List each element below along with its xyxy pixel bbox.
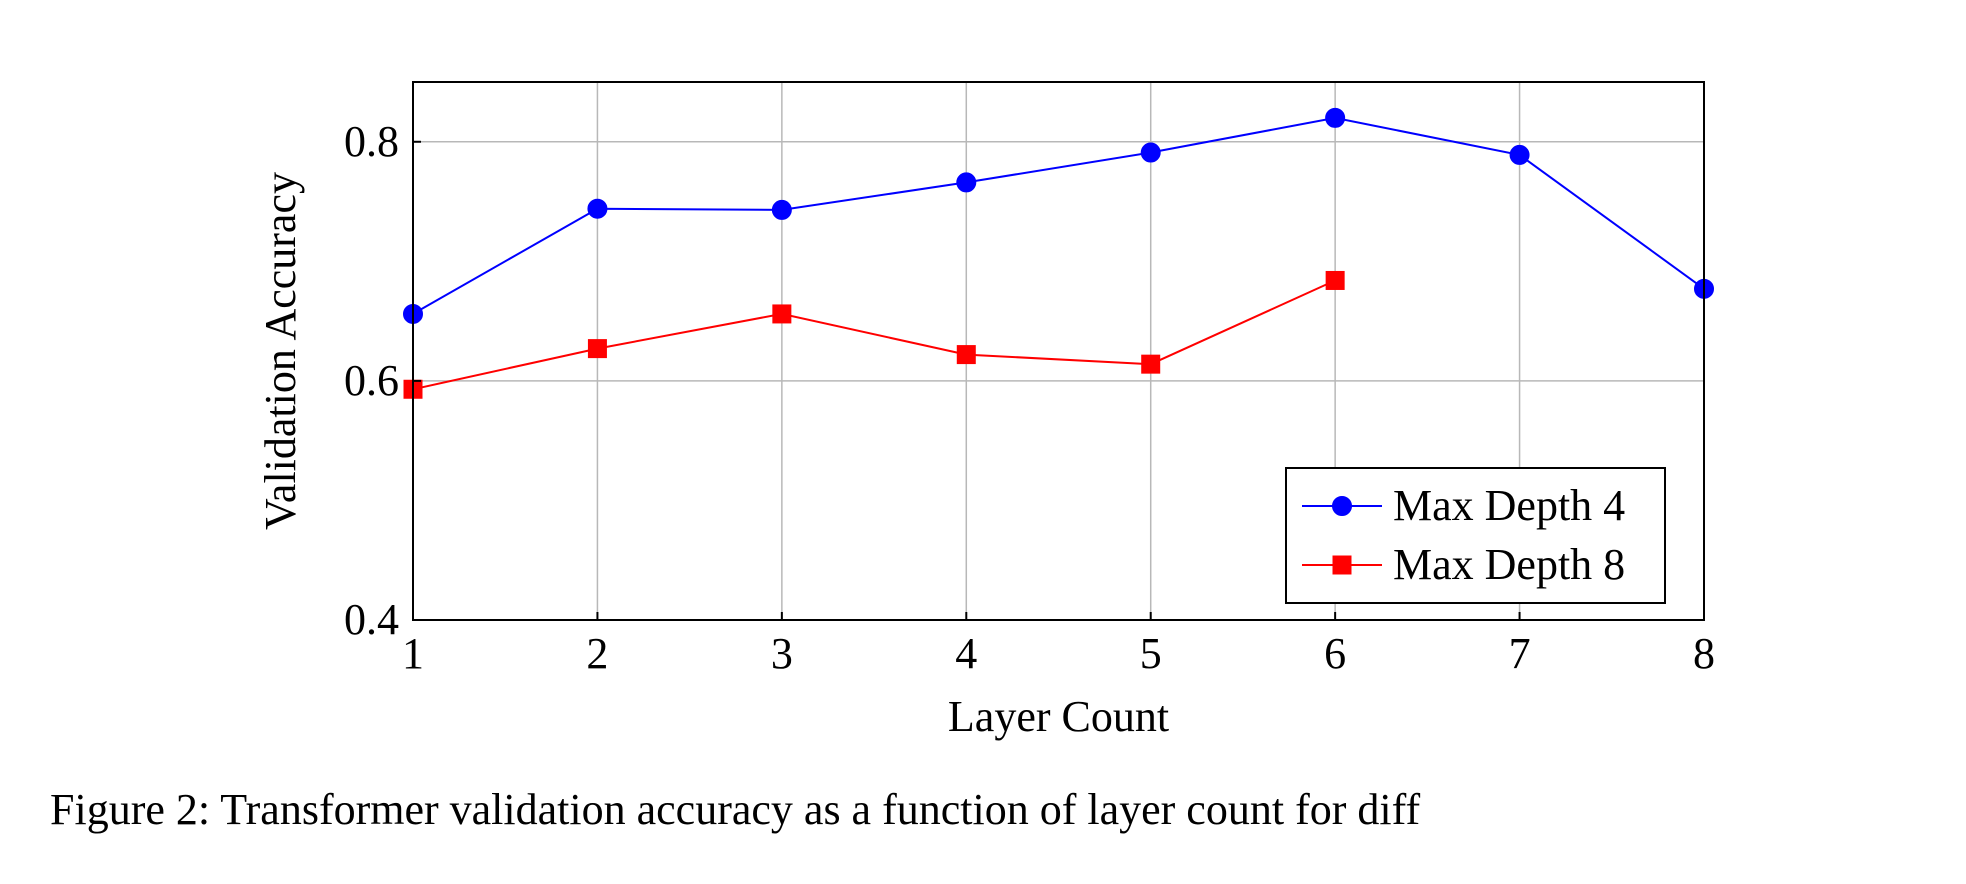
x-axis-label: Layer Count: [948, 692, 1169, 741]
x-tick-label: 5: [1140, 629, 1162, 678]
x-tick-label: 7: [1509, 629, 1531, 678]
legend-marker: [1332, 496, 1352, 516]
x-tick-label: 3: [771, 629, 793, 678]
series-1: [403, 107, 1714, 324]
data-point: [772, 304, 792, 324]
y-tick-label: 0.6: [344, 356, 399, 405]
y-tick-label: 0.8: [344, 117, 399, 166]
x-tick-label: 6: [1324, 629, 1346, 678]
figure-caption: Figure 2: Transformer validation accurac…: [50, 785, 1421, 834]
legend-marker: [1332, 555, 1352, 575]
axis-ticks: 1 2 3 4 5 6 7 8 0.4 0.6 0.8: [344, 117, 1715, 678]
legend-label: Max Depth 8: [1393, 540, 1625, 589]
data-point: [1325, 107, 1346, 128]
legend: Max Depth 4 Max Depth 8: [1285, 467, 1666, 604]
data-point: [956, 345, 976, 365]
data-point: [1325, 270, 1345, 290]
data-point: [587, 198, 608, 219]
data-point: [1141, 354, 1161, 374]
plot-frame: [412, 81, 1705, 621]
caption-fade-overlay: [1480, 770, 1966, 860]
x-tick-label: 1: [402, 629, 424, 678]
data-point: [1509, 144, 1530, 165]
x-tick-label: 8: [1693, 629, 1715, 678]
data-point: [1140, 142, 1161, 163]
x-tick-label: 4: [955, 629, 977, 678]
data-point: [587, 339, 607, 359]
legend-box: [1285, 467, 1666, 604]
data-point: [771, 199, 792, 220]
x-tick-label: 2: [586, 629, 608, 678]
y-tick-label: 0.4: [344, 595, 399, 644]
y-axis-label: Validation Accuracy: [256, 172, 305, 530]
legend-label: Max Depth 4: [1393, 481, 1625, 530]
series-line: [412, 116, 1705, 315]
series-2: [403, 270, 1345, 399]
series-line: [412, 279, 1336, 391]
plot-series: [403, 107, 1714, 399]
data-point: [956, 172, 977, 193]
